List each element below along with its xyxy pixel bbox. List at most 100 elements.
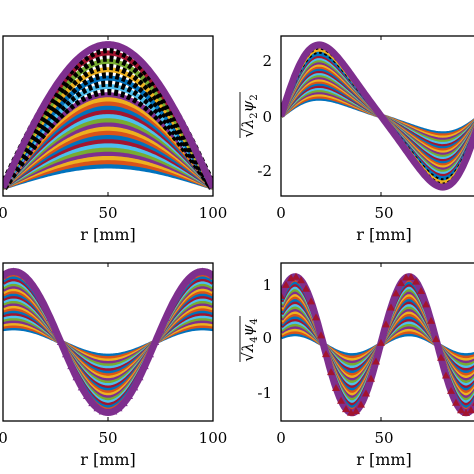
series-marker — [177, 283, 186, 291]
xtick-label: 50 — [374, 204, 393, 222]
series-marker — [56, 338, 65, 345]
series-marker — [317, 331, 325, 339]
series-line — [3, 41, 213, 189]
series-marker — [312, 313, 320, 321]
ytick-label: 2 — [262, 52, 272, 70]
axes-frame-top-right — [280, 35, 474, 197]
svg-text:√λ2ψ2: √λ2ψ2 — [239, 94, 260, 138]
series-marker — [422, 300, 430, 308]
ytick-label: -2 — [257, 162, 272, 180]
series-marker — [25, 276, 34, 284]
curves-top-right — [281, 41, 474, 191]
series-marker — [342, 405, 350, 413]
series-marker — [209, 271, 213, 279]
series-marker — [146, 350, 154, 358]
series-marker — [109, 407, 118, 415]
xtick-label: 0 — [0, 204, 8, 222]
panel-top-left: 0 50 100 r [mm] — [0, 35, 227, 244]
x-axis-label-top-left: r [mm] — [80, 225, 136, 244]
series-marker — [382, 320, 390, 328]
series-marker — [457, 406, 465, 414]
axes-frame-top-left — [2, 35, 214, 197]
x-axis-label-bottom-right: r [mm] — [356, 450, 412, 469]
series-marker — [125, 392, 133, 400]
series-marker — [172, 292, 181, 300]
y-axis-label-bottom-right: √λ4ψ4 — [239, 316, 260, 362]
xtick-label: 0 — [0, 429, 8, 447]
ytick-label: 0 — [262, 108, 272, 126]
series-marker — [35, 292, 44, 300]
series-marker — [397, 279, 405, 287]
axes-frame-bottom-right — [280, 262, 474, 422]
series-marker — [140, 362, 149, 370]
series-marker — [392, 289, 400, 297]
series-marker — [119, 399, 128, 407]
xtick-label: 50 — [98, 429, 117, 447]
series-marker — [377, 338, 385, 346]
ylabel-sqrt: √ — [239, 352, 257, 362]
ylabel-psi-sub: 4 — [249, 318, 260, 324]
series-marker — [93, 404, 102, 412]
panel-top-right: 2 0 -2 0 50 r [mm] √λ2ψ2 — [239, 35, 474, 244]
series-marker — [432, 335, 440, 343]
series-marker — [114, 404, 123, 412]
series-marker — [88, 399, 97, 407]
ylabel-lambda-sub: 2 — [249, 112, 260, 118]
series-marker — [297, 276, 305, 284]
series-marker — [282, 280, 290, 288]
series-line — [281, 41, 474, 191]
series-marker — [467, 406, 474, 414]
series-line — [281, 273, 474, 417]
axes-frame-bottom-left — [2, 262, 214, 422]
series-marker — [161, 313, 170, 321]
series-marker — [72, 373, 81, 381]
series-marker — [182, 276, 191, 284]
curves-bottom-right — [281, 272, 474, 417]
series-marker — [407, 273, 415, 281]
series-marker — [130, 383, 139, 391]
series-marker — [387, 303, 395, 311]
series-marker — [41, 302, 49, 310]
xtick-label: 0 — [276, 429, 286, 447]
series-marker — [198, 267, 207, 275]
ylabel-lambda: λ — [239, 343, 257, 354]
ylabel-psi: ψ — [239, 324, 257, 336]
ylabel-lambda: λ — [239, 119, 257, 130]
xtick-label: 100 — [199, 429, 228, 447]
series-marker — [412, 277, 420, 285]
series-marker — [307, 297, 315, 305]
xtick-label: 50 — [98, 204, 117, 222]
series-marker — [62, 350, 70, 358]
ylabel-psi-sub: 2 — [249, 94, 260, 100]
series-marker — [167, 302, 175, 310]
tick-marks — [280, 263, 382, 421]
series-marker — [367, 374, 375, 382]
series-marker — [135, 373, 144, 381]
ytick-label: 1 — [262, 276, 272, 294]
series-marker — [46, 313, 55, 321]
x-axis-label-top-right: r [mm] — [356, 225, 412, 244]
series-marker — [30, 283, 39, 291]
series-marker — [14, 268, 23, 276]
curves-bottom-left — [3, 267, 213, 416]
series-marker — [327, 368, 335, 376]
series-marker — [322, 350, 330, 358]
series-marker — [357, 400, 365, 408]
series-marker — [203, 268, 212, 276]
xtick-label: 50 — [374, 429, 393, 447]
ytick-label: -1 — [257, 384, 272, 402]
series-marker — [67, 362, 76, 370]
curves-top-left — [3, 41, 213, 191]
series-marker — [372, 357, 380, 365]
series-marker — [462, 408, 470, 416]
series-marker — [9, 267, 18, 275]
series-marker — [437, 353, 445, 361]
series-marker — [292, 272, 300, 280]
y-axis-label-top-right: √λ2ψ2 — [239, 92, 260, 138]
series-line — [3, 325, 213, 359]
series-marker — [362, 389, 370, 397]
series-marker — [188, 271, 196, 279]
ylabel-psi: ψ — [239, 100, 257, 112]
series-marker — [3, 271, 7, 279]
